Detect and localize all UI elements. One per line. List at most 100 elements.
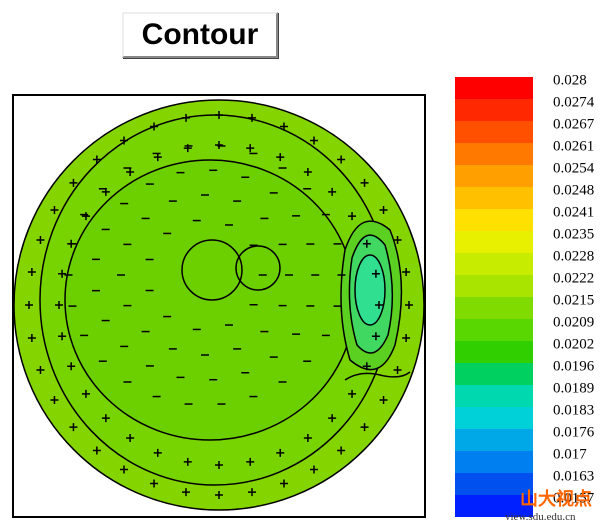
plus xyxy=(405,301,413,309)
colorbar-swatch xyxy=(455,99,533,121)
plus xyxy=(92,446,101,455)
colorbar-label: 0.0241 xyxy=(553,204,594,220)
colorbar-label: 0.017 xyxy=(553,446,587,462)
plus xyxy=(371,269,380,278)
plus xyxy=(247,488,256,497)
plus xyxy=(215,111,223,119)
plus xyxy=(126,167,135,176)
colorbar-swatch xyxy=(455,231,533,253)
plus xyxy=(375,301,383,309)
plus xyxy=(371,332,380,341)
colorbar-label: 0.0267 xyxy=(553,116,595,132)
colorbar-label: 0.0215 xyxy=(553,292,594,308)
contour-button[interactable]: Contour xyxy=(122,12,278,58)
colorbar-label: 0.0235 xyxy=(553,226,594,242)
contour-map xyxy=(13,99,425,511)
plus xyxy=(328,187,337,196)
colorbar-label: 0.0222 xyxy=(553,270,594,286)
plus xyxy=(402,268,411,277)
plus xyxy=(276,448,285,457)
plus xyxy=(58,332,67,341)
colorbar-swatch xyxy=(455,473,533,495)
plus xyxy=(246,144,255,153)
colorbar-swatch xyxy=(455,253,533,275)
plus xyxy=(215,491,223,499)
plus xyxy=(362,239,371,248)
plus xyxy=(81,389,90,398)
plus xyxy=(276,153,285,162)
plus xyxy=(303,167,312,176)
plus xyxy=(27,268,36,277)
colorbar-swatch xyxy=(455,363,533,385)
plus xyxy=(393,365,402,374)
plus xyxy=(310,465,318,474)
plus xyxy=(36,236,45,245)
watermark-url: view.sdu.edu.cn xyxy=(505,511,576,523)
colorbar-swatch xyxy=(455,341,533,363)
contour-symbols xyxy=(25,111,413,499)
colorbar-label: 0.0189 xyxy=(553,380,594,396)
colorbar-label: 0.0157 xyxy=(553,490,595,506)
plus xyxy=(150,122,159,131)
plus xyxy=(182,113,191,122)
colorbar-swatch xyxy=(455,209,533,231)
plus xyxy=(50,206,59,214)
plus xyxy=(379,396,388,404)
plus xyxy=(183,457,192,466)
plus xyxy=(348,389,357,398)
plus xyxy=(126,434,135,443)
plus xyxy=(25,301,33,309)
plus xyxy=(393,236,402,245)
plus xyxy=(215,141,223,149)
plus xyxy=(36,365,45,374)
colorbar-swatch xyxy=(455,121,533,143)
plus xyxy=(328,414,337,423)
plus xyxy=(55,301,63,309)
plus xyxy=(348,212,357,221)
plus xyxy=(81,212,90,221)
colorbar-label: 0.0183 xyxy=(553,402,594,418)
plus xyxy=(303,434,312,443)
colorbar-label: 0.0254 xyxy=(553,160,595,176)
colorbar-label: 0.0261 xyxy=(553,138,594,154)
plus xyxy=(279,122,288,131)
plus xyxy=(67,362,76,371)
plus xyxy=(246,457,255,466)
colorbar-swatch xyxy=(455,187,533,209)
plus xyxy=(337,446,346,455)
colorbar-label: 0.0274 xyxy=(553,94,595,110)
plus xyxy=(310,136,318,145)
colorbar-swatch xyxy=(455,385,533,407)
colorbar-swatch xyxy=(455,495,533,517)
plus xyxy=(379,206,388,214)
plus xyxy=(120,465,128,474)
plus xyxy=(69,423,78,432)
colorbar-label: 0.028 xyxy=(553,72,587,88)
plus xyxy=(182,488,191,497)
plus xyxy=(92,155,101,164)
plus xyxy=(360,178,369,187)
colorbar-swatch xyxy=(455,429,533,451)
colorbar-label: 0.0202 xyxy=(553,336,594,352)
watermark-name: 山大视点 xyxy=(520,488,592,509)
colorbar-label: 0.0196 xyxy=(553,358,595,374)
colorbar-swatch xyxy=(455,275,533,297)
plus xyxy=(402,333,411,342)
colorbar-swatch xyxy=(455,77,533,99)
plus xyxy=(150,479,159,488)
colorbar-swatch xyxy=(455,297,533,319)
colorbar-label: 0.0209 xyxy=(553,314,594,330)
colorbar-label: 0.0176 xyxy=(553,424,595,440)
plus xyxy=(279,479,288,488)
plus xyxy=(120,136,128,145)
plus xyxy=(101,414,110,423)
colorbar-label: 0.0228 xyxy=(553,248,594,264)
plus xyxy=(69,178,78,187)
plus xyxy=(50,396,59,404)
colorbar-label: 0.0248 xyxy=(553,182,594,198)
plus xyxy=(247,113,256,122)
colorbar-swatch xyxy=(455,451,533,473)
colorbar-swatch xyxy=(455,165,533,187)
plus xyxy=(27,333,36,342)
